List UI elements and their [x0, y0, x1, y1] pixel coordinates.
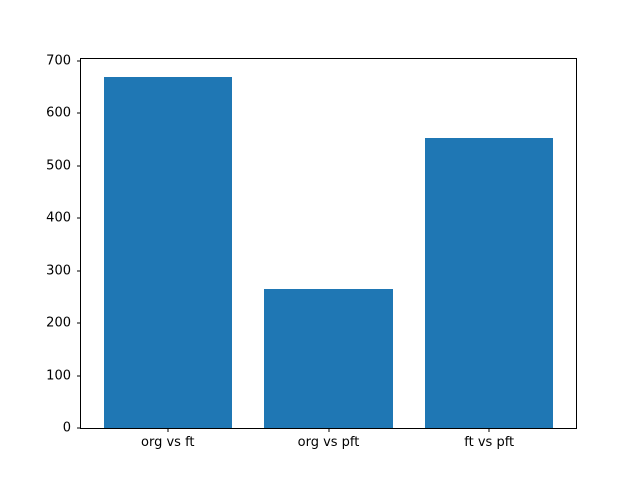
y-tick-label: 100 — [46, 368, 71, 384]
y-tick-label: 0 — [62, 420, 71, 436]
y-tick-mark — [77, 217, 81, 219]
bar-org-vs-pft — [264, 289, 393, 428]
x-tick-label: org vs pft — [297, 435, 360, 450]
plot-area: 0 100 200 300 400 500 600 700 org vs ft org vs p… — [46, 54, 577, 449]
y-tick-mark — [77, 112, 81, 114]
y-tick-label: 600 — [46, 105, 71, 121]
y-tick-label: 400 — [46, 210, 71, 226]
y-tick-mark — [77, 427, 81, 429]
y-tick-mark — [77, 270, 81, 272]
x-tick-mark — [488, 428, 490, 432]
y-tick-label: 500 — [46, 158, 71, 174]
x-tick-mark — [167, 428, 169, 432]
y-tick-label: 300 — [46, 263, 71, 279]
bar-ft-vs-pft — [424, 137, 554, 428]
y-tick-mark — [77, 322, 81, 324]
y-tick-mark — [77, 375, 81, 377]
y-tick-mark — [77, 165, 81, 167]
y-tick-label: 700 — [46, 53, 71, 69]
bar-org-vs-ft — [103, 76, 233, 428]
x-tick-mark — [328, 428, 329, 432]
y-tick-label: 200 — [46, 315, 71, 331]
y-tick-mark — [77, 60, 81, 62]
x-tick-label: ft vs pft — [464, 435, 515, 450]
x-tick-label: org vs ft — [141, 435, 195, 450]
